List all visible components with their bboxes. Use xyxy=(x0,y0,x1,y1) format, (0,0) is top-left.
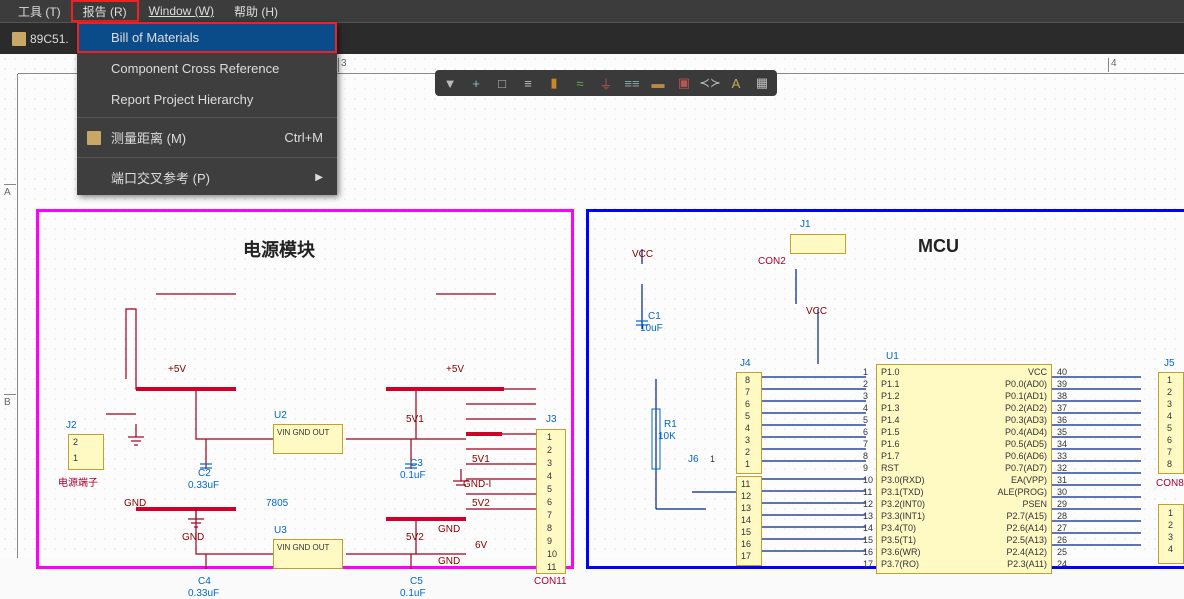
menu-reports[interactable]: 报告 (R) xyxy=(71,0,139,22)
ref-c3: C3 xyxy=(410,458,423,469)
toolbar-btn-0[interactable]: ▼ xyxy=(441,74,459,92)
ref-r1: R1 xyxy=(664,419,677,430)
net-gnd-j3-1: GND xyxy=(438,524,460,535)
net-gnd-2: GND xyxy=(182,532,204,543)
val-c4: 0.33uF xyxy=(188,588,219,599)
menu-bill-of-materials[interactable]: Bill of Materials xyxy=(77,22,337,53)
toolbar-btn-5[interactable]: ≈ xyxy=(571,74,589,92)
menu-measure-distance[interactable]: 测量距离 (M) Ctrl+M xyxy=(77,120,337,155)
connector-j4: 87654321 xyxy=(736,372,762,474)
net-5v2: 5V2 xyxy=(406,532,424,543)
conn-j5: CON8 xyxy=(1156,478,1184,489)
net-gnd-i-1: GND-I xyxy=(463,479,491,490)
toolbar-btn-10[interactable]: ≺≻ xyxy=(701,74,719,92)
ref-c4: C4 xyxy=(198,576,211,587)
toolbar-btn-3[interactable]: ≡ xyxy=(519,74,537,92)
menu-window[interactable]: Window (W) xyxy=(139,0,224,22)
ref-j4: J4 xyxy=(740,358,751,369)
floating-toolbar: ▼ + □ ≡ ▮ ≈ ⏚ ≡≡ ▬ ▣ ≺≻ A ▦ xyxy=(435,70,777,96)
ic-u1: 1P1.02P1.13P1.24P1.35P1.46P1.57P1.68P1.7… xyxy=(876,364,1052,574)
menubar: 工具 (T) 报告 (R) Window (W) 帮助 (H) xyxy=(0,0,1184,22)
net-5v1: 5V1 xyxy=(406,414,424,425)
net-5v2-j3: 5V2 xyxy=(472,498,490,509)
net-p5v-2: +5V xyxy=(446,364,464,375)
net-p5v-1: +5V xyxy=(168,364,186,375)
ref-j6: J6 xyxy=(688,454,699,465)
conn-j3: CON11 xyxy=(534,576,567,587)
toolbar-btn-9[interactable]: ▣ xyxy=(675,74,693,92)
desc-j2: 电源端子 xyxy=(58,474,98,489)
toolbar-btn-12[interactable]: ▦ xyxy=(753,74,771,92)
ref-c1: C1 xyxy=(648,311,661,322)
val-c1: 10uF xyxy=(640,323,663,334)
ref-c2: C2 xyxy=(198,468,211,479)
menu-separator-2 xyxy=(77,157,337,158)
tab-label: 89C51. xyxy=(30,32,69,46)
ruler-tick: B xyxy=(4,394,16,408)
toolbar-btn-6[interactable]: ⏚ xyxy=(597,74,615,92)
val-c2: 0.33uF xyxy=(188,480,219,491)
regulator-u3: VIN GND OUT xyxy=(273,539,343,569)
ref-u2: U2 xyxy=(274,410,287,421)
regulator-u2: VIN GND OUT xyxy=(273,424,343,454)
toolbar-btn-8[interactable]: ▬ xyxy=(649,74,667,92)
toolbar-btn-1[interactable]: + xyxy=(467,74,485,92)
menu-help[interactable]: 帮助 (H) xyxy=(224,0,288,22)
ruler-icon xyxy=(87,131,101,145)
ref-j3: J3 xyxy=(546,414,557,425)
menu-separator-1 xyxy=(77,117,337,118)
schematic-icon xyxy=(12,32,26,46)
connector-j5: 12345678 xyxy=(1158,372,1184,474)
toolbar-btn-7[interactable]: ≡≡ xyxy=(623,74,641,92)
ref-j2: J2 xyxy=(66,420,77,431)
toolbar-btn-2[interactable]: □ xyxy=(493,74,511,92)
conn-j1: CON2 xyxy=(758,256,786,267)
net-vcc-2: VCC xyxy=(806,306,827,317)
j6-pin1: 1 xyxy=(710,454,715,464)
val-c3: 0.1uF xyxy=(400,470,426,481)
net-vcc-1: VCC xyxy=(632,249,653,260)
shortcut-label: Ctrl+M xyxy=(284,130,323,145)
ref-j5: J5 xyxy=(1164,358,1175,369)
reports-dropdown: Bill of Materials Component Cross Refere… xyxy=(77,22,337,195)
tab-89c51[interactable]: 89C51. xyxy=(4,32,77,46)
val-c5: 0.1uF xyxy=(400,588,426,599)
net-6v: 6V xyxy=(475,540,487,551)
power-schematic-svg xyxy=(36,209,574,569)
connector-j7: 11121314151617 xyxy=(736,476,762,566)
connector-j1 xyxy=(790,234,846,254)
menu-tools[interactable]: 工具 (T) xyxy=(8,0,71,22)
ref-j1: J1 xyxy=(800,219,811,230)
submenu-arrow-icon: ▶ xyxy=(315,172,323,183)
ruler-tick: 4 xyxy=(1108,58,1117,72)
menu-component-cross-reference[interactable]: Component Cross Reference xyxy=(77,53,337,84)
menu-port-cross-reference[interactable]: 端口交叉参考 (P) ▶ xyxy=(77,160,337,195)
net-5v1-j3: 5V1 xyxy=(472,454,490,465)
model-u2: 7805 xyxy=(266,498,288,509)
connector-j3: 1234567891011 xyxy=(536,429,566,574)
net-gnd-1: GND xyxy=(124,498,146,509)
ref-u1: U1 xyxy=(886,351,899,362)
val-r1: 10K xyxy=(658,431,676,442)
ref-c5: C5 xyxy=(410,576,423,587)
toolbar-btn-4[interactable]: ▮ xyxy=(545,74,563,92)
toolbar-btn-11[interactable]: A xyxy=(727,74,745,92)
ruler-left: A B xyxy=(0,74,18,558)
ref-u3: U3 xyxy=(274,525,287,536)
ruler-tick: A xyxy=(4,184,16,198)
menu-report-project-hierarchy[interactable]: Report Project Hierarchy xyxy=(77,84,337,115)
connector-j2: 2 1 xyxy=(68,434,104,470)
ruler-tick: 3 xyxy=(338,58,347,72)
